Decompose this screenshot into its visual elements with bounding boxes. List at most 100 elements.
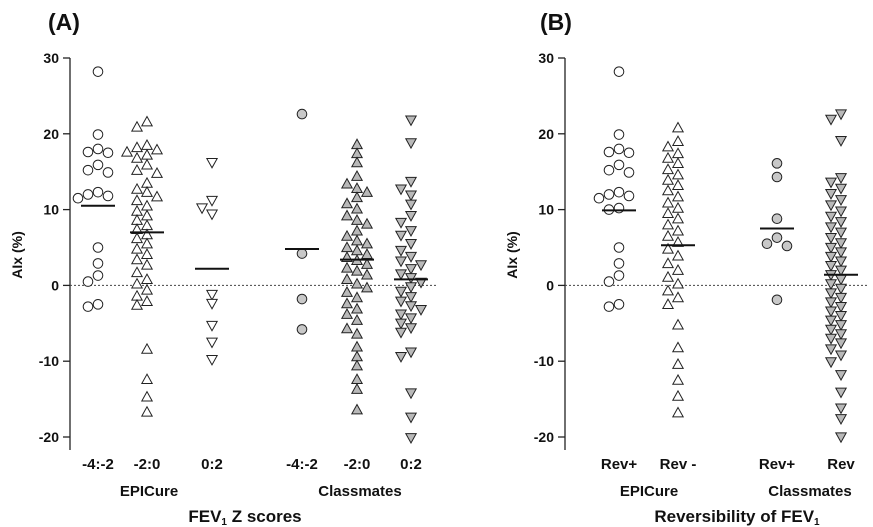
data-point <box>404 412 418 424</box>
data-point <box>92 66 104 77</box>
group-label: EPICure <box>620 483 678 500</box>
data-point <box>834 370 848 382</box>
data-point <box>671 341 685 353</box>
data-point <box>340 261 354 273</box>
data-point <box>661 151 675 163</box>
data-point <box>834 247 848 259</box>
data-point <box>140 342 154 354</box>
data-point <box>130 120 144 132</box>
data-point <box>140 390 154 402</box>
data-point <box>613 202 625 214</box>
data-point <box>360 248 374 259</box>
y-tick-label: -10 <box>39 353 59 369</box>
data-point <box>661 184 675 196</box>
data-point <box>130 163 144 175</box>
data-point <box>404 176 418 188</box>
data-point <box>140 258 154 270</box>
data-point <box>414 260 428 272</box>
data-point <box>82 276 94 287</box>
data-point <box>130 182 144 194</box>
data-point <box>834 350 848 362</box>
data-point <box>360 185 374 197</box>
data-point <box>340 273 354 284</box>
data-point <box>671 389 685 401</box>
data-point <box>671 277 685 289</box>
data-point <box>613 242 625 253</box>
data-point <box>130 298 144 310</box>
data-point <box>824 344 838 356</box>
data-point <box>824 114 838 126</box>
data-point <box>404 282 418 294</box>
data-point <box>350 314 364 325</box>
data-point <box>671 157 685 169</box>
data-point <box>771 213 783 224</box>
data-point <box>350 350 364 362</box>
panel-label: (B) <box>540 9 572 35</box>
data-point <box>404 347 418 359</box>
data-point <box>613 186 625 198</box>
data-point <box>92 159 104 171</box>
data-point <box>671 121 685 133</box>
data-point <box>404 388 418 400</box>
data-point <box>834 227 848 239</box>
data-point <box>92 258 104 269</box>
data-point <box>834 301 848 313</box>
data-point <box>140 209 154 221</box>
data-point <box>781 240 793 252</box>
data-point <box>340 241 354 253</box>
data-point <box>205 298 219 310</box>
data-point <box>340 297 354 309</box>
data-point <box>296 248 308 259</box>
data-point <box>613 159 625 171</box>
data-point <box>350 191 364 203</box>
data-point <box>82 189 94 200</box>
data-point <box>394 351 408 363</box>
data-point <box>102 167 114 178</box>
data-point <box>661 140 675 152</box>
data-point <box>130 151 144 163</box>
data-point <box>140 115 154 127</box>
data-point <box>661 196 675 208</box>
data-point <box>404 226 418 238</box>
data-point <box>360 268 374 280</box>
data-point <box>824 251 838 263</box>
data-point <box>661 163 675 175</box>
data-point <box>72 192 84 204</box>
data-point <box>661 257 675 269</box>
group-label: EPICure <box>120 483 178 500</box>
data-point <box>404 251 418 263</box>
data-point <box>394 217 408 229</box>
y-tick-label: 10 <box>43 202 59 218</box>
data-point <box>834 206 848 218</box>
data-point <box>130 242 144 254</box>
data-point <box>350 224 364 236</box>
data-point <box>140 273 154 284</box>
data-point <box>350 170 364 181</box>
data-point <box>205 337 219 349</box>
data-point <box>824 306 838 318</box>
data-point <box>394 230 408 242</box>
data-point <box>350 156 364 168</box>
data-point <box>623 190 635 202</box>
data-point <box>140 283 154 295</box>
data-point <box>834 387 848 399</box>
data-point <box>824 279 838 291</box>
data-point <box>350 202 364 214</box>
data-point <box>834 195 848 206</box>
data-point <box>404 190 418 202</box>
data-point <box>130 213 144 225</box>
data-point <box>613 66 625 77</box>
data-point <box>613 143 625 155</box>
data-point <box>102 147 114 159</box>
series-epicure-0 <box>593 66 636 312</box>
y-axis-label: AIx (%) <box>9 231 25 278</box>
panel-b: (B) 30 20 10 0 -10 -20 AIx (%) Rev+ Rev - EPICure R… <box>504 9 867 527</box>
panel-a: (A) 30 20 10 0 -10 -20 AIx (%) -4:-2 -2:0 0:2 EPICu… <box>9 9 438 527</box>
data-point <box>130 266 144 278</box>
data-point <box>671 264 685 275</box>
data-point <box>150 190 164 202</box>
data-point <box>404 433 418 444</box>
data-point <box>140 199 154 211</box>
series-epicure-2 <box>195 157 229 366</box>
data-point <box>130 194 144 206</box>
